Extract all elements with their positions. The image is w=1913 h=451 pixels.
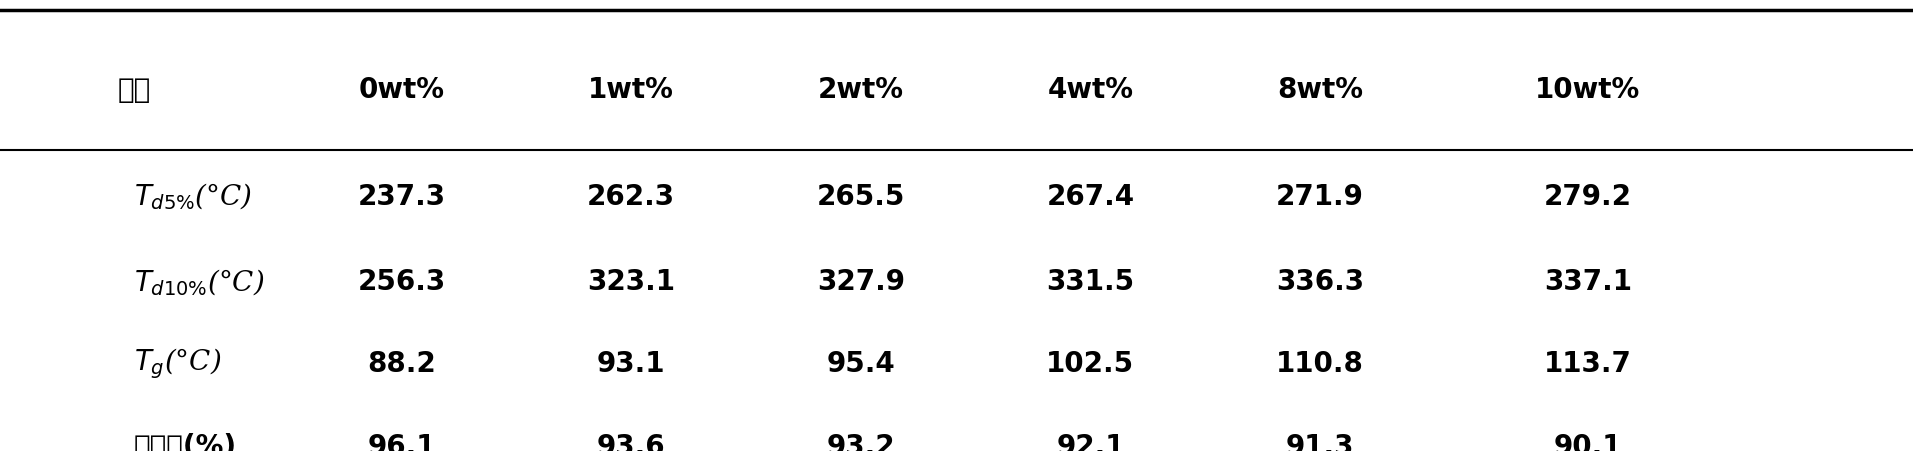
Text: $T_{d10\%}$(°C): $T_{d10\%}$(°C): [134, 267, 264, 297]
Text: 113.7: 113.7: [1544, 349, 1632, 377]
Text: 91.3: 91.3: [1286, 433, 1354, 451]
Text: 透光率(%): 透光率(%): [134, 433, 237, 451]
Text: 93.6: 93.6: [597, 433, 666, 451]
Text: 337.1: 337.1: [1544, 268, 1632, 296]
Text: 323.1: 323.1: [587, 268, 675, 296]
Text: 93.2: 93.2: [826, 433, 895, 451]
Text: 96.1: 96.1: [367, 433, 436, 451]
Text: 8wt%: 8wt%: [1278, 76, 1362, 104]
Text: 88.2: 88.2: [367, 349, 436, 377]
Text: 262.3: 262.3: [587, 182, 675, 210]
Text: 2wt%: 2wt%: [819, 76, 903, 104]
Text: $T_{d5\%}$(°C): $T_{d5\%}$(°C): [134, 181, 253, 212]
Text: 95.4: 95.4: [826, 349, 895, 377]
Text: 1wt%: 1wt%: [589, 76, 673, 104]
Text: 110.8: 110.8: [1276, 349, 1364, 377]
Text: $T_g$(°C): $T_g$(°C): [134, 346, 222, 380]
Text: 279.2: 279.2: [1544, 182, 1632, 210]
Text: 265.5: 265.5: [817, 182, 905, 210]
Text: 256.3: 256.3: [358, 268, 446, 296]
Text: 4wt%: 4wt%: [1048, 76, 1132, 104]
Text: 0wt%: 0wt%: [360, 76, 444, 104]
Text: 90.1: 90.1: [1553, 433, 1622, 451]
Text: 271.9: 271.9: [1276, 182, 1364, 210]
Text: 327.9: 327.9: [817, 268, 905, 296]
Text: 237.3: 237.3: [358, 182, 446, 210]
Text: 331.5: 331.5: [1046, 268, 1134, 296]
Text: 92.1: 92.1: [1056, 433, 1125, 451]
Text: 编号: 编号: [117, 76, 151, 104]
Text: 93.1: 93.1: [597, 349, 666, 377]
Text: 267.4: 267.4: [1046, 182, 1134, 210]
Text: 10wt%: 10wt%: [1534, 76, 1641, 104]
Text: 336.3: 336.3: [1276, 268, 1364, 296]
Text: 102.5: 102.5: [1046, 349, 1134, 377]
